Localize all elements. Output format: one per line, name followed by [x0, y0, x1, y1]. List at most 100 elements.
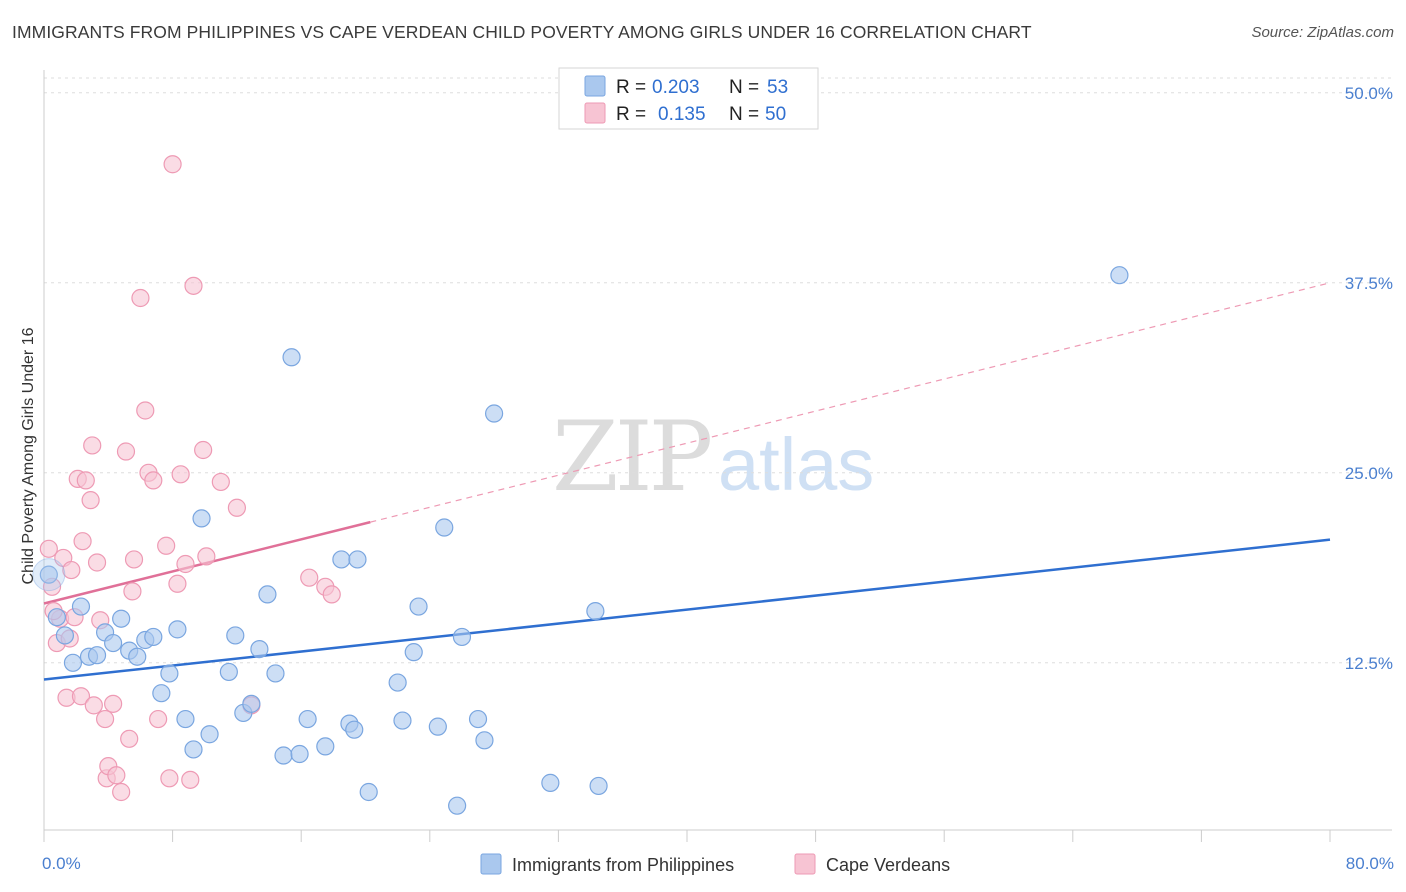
point-philippines: [226, 626, 245, 645]
point-philippines: [242, 694, 261, 713]
point-philippines: [541, 773, 560, 792]
point-philippines: [47, 608, 66, 627]
x-tick-label-max: 80.0%: [1346, 854, 1394, 873]
point-philippines: [152, 684, 171, 703]
point-philippines: [468, 709, 488, 729]
point-cape-verdeans: [62, 560, 81, 580]
point-philippines: [168, 620, 187, 639]
point-philippines: [348, 550, 367, 569]
point-cape-verdeans: [163, 155, 182, 174]
legend-n-label-blue: N =: [729, 77, 759, 98]
y-axis-label: Child Poverty Among Girls Under 16: [20, 327, 37, 584]
source-credit: Source: ZipAtlas.com: [1251, 24, 1394, 41]
trend-line-philippines: [43, 538, 1331, 681]
point-cape-verdeans: [123, 582, 142, 601]
point-philippines: [448, 796, 467, 815]
series-label-cape-verdeans: Cape Verdeans: [826, 855, 950, 875]
y-tick-label: 50.0%: [1345, 84, 1393, 103]
point-philippines: [200, 725, 219, 744]
point-philippines: [219, 662, 238, 682]
point-philippines: [345, 720, 364, 739]
point-cape-verdeans: [197, 547, 216, 566]
data-points: [32, 155, 1129, 815]
watermark-zip: ZIP: [552, 401, 711, 513]
point-cape-verdeans: [84, 696, 103, 715]
point-cluster-origin: [32, 558, 66, 592]
series-legend: Immigrants from Philippines Cape Verdean…: [480, 853, 950, 875]
point-philippines: [452, 627, 472, 647]
point-philippines: [290, 744, 309, 764]
point-philippines: [104, 633, 123, 653]
legend-r-label-blue: R =: [616, 77, 646, 98]
point-philippines: [87, 646, 107, 665]
point-cape-verdeans: [149, 709, 168, 729]
point-philippines: [359, 782, 378, 802]
point-cape-verdeans: [227, 498, 246, 517]
point-philippines: [250, 640, 269, 659]
point-cape-verdeans: [194, 440, 213, 460]
series-swatch-philippines: [480, 853, 502, 875]
point-philippines: [393, 711, 412, 730]
point-cape-verdeans: [131, 288, 150, 308]
y-tick-label: 12.5%: [1345, 654, 1393, 673]
point-philippines: [144, 627, 163, 647]
point-philippines: [332, 550, 351, 569]
point-philippines: [586, 602, 605, 621]
point-cape-verdeans: [157, 536, 176, 555]
point-philippines: [160, 664, 179, 683]
point-philippines: [485, 404, 504, 423]
legend-n-value-pink: 50: [765, 104, 786, 125]
point-philippines: [475, 731, 494, 750]
point-cape-verdeans: [39, 539, 58, 558]
point-cape-verdeans: [181, 770, 200, 789]
point-philippines: [55, 626, 74, 645]
legend-swatch-blue: [584, 75, 606, 97]
point-cape-verdeans: [107, 766, 126, 785]
point-cape-verdeans: [300, 568, 319, 587]
point-cape-verdeans: [83, 436, 102, 455]
point-philippines: [316, 737, 335, 756]
stats-legend: R = 0.203 N = 53 R = 0.135 N = 50: [558, 67, 819, 130]
point-philippines: [428, 717, 447, 736]
chart-title: IMMIGRANTS FROM PHILIPPINES VS CAPE VERD…: [12, 22, 1032, 42]
point-cape-verdeans: [116, 442, 136, 461]
point-philippines: [282, 348, 301, 367]
gridlines: 12.5% 25.0% 37.5% 50.0%: [44, 77, 1393, 673]
point-cape-verdeans: [144, 471, 163, 490]
point-cape-verdeans: [168, 574, 187, 593]
y-tick-label: 37.5%: [1345, 274, 1393, 293]
legend-r-value-blue: 0.203: [652, 77, 700, 98]
legend-n-value-blue: 53: [767, 77, 788, 98]
y-tick-label: 25.0%: [1345, 464, 1393, 483]
point-philippines: [266, 664, 285, 683]
point-cape-verdeans: [211, 472, 230, 492]
point-philippines: [388, 673, 407, 692]
point-cape-verdeans: [176, 554, 195, 574]
point-cape-verdeans: [104, 694, 123, 713]
point-philippines: [71, 597, 91, 616]
point-cape-verdeans: [87, 553, 107, 572]
point-cape-verdeans: [81, 491, 100, 510]
point-cape-verdeans: [112, 782, 131, 802]
point-cape-verdeans: [76, 471, 95, 490]
point-philippines: [176, 709, 195, 729]
point-philippines: [409, 597, 428, 616]
point-philippines: [589, 776, 608, 796]
point-cape-verdeans: [136, 401, 155, 420]
point-cape-verdeans: [322, 585, 341, 604]
point-philippines: [39, 565, 58, 584]
point-cape-verdeans: [184, 276, 203, 295]
legend-r-value-pink: 0.135: [658, 104, 706, 125]
point-cape-verdeans: [160, 769, 179, 788]
point-philippines: [184, 740, 203, 759]
axes: [43, 70, 1392, 842]
legend-n-label-pink: N =: [729, 104, 759, 125]
legend-swatch-pink: [584, 102, 606, 124]
point-philippines: [112, 609, 131, 628]
point-philippines: [298, 709, 317, 729]
series-swatch-cape-verdeans: [794, 853, 816, 875]
point-philippines: [274, 746, 293, 765]
watermark-atlas: atlas: [718, 423, 874, 506]
point-philippines: [192, 509, 211, 528]
x-tick-label-min: 0.0%: [42, 854, 81, 873]
